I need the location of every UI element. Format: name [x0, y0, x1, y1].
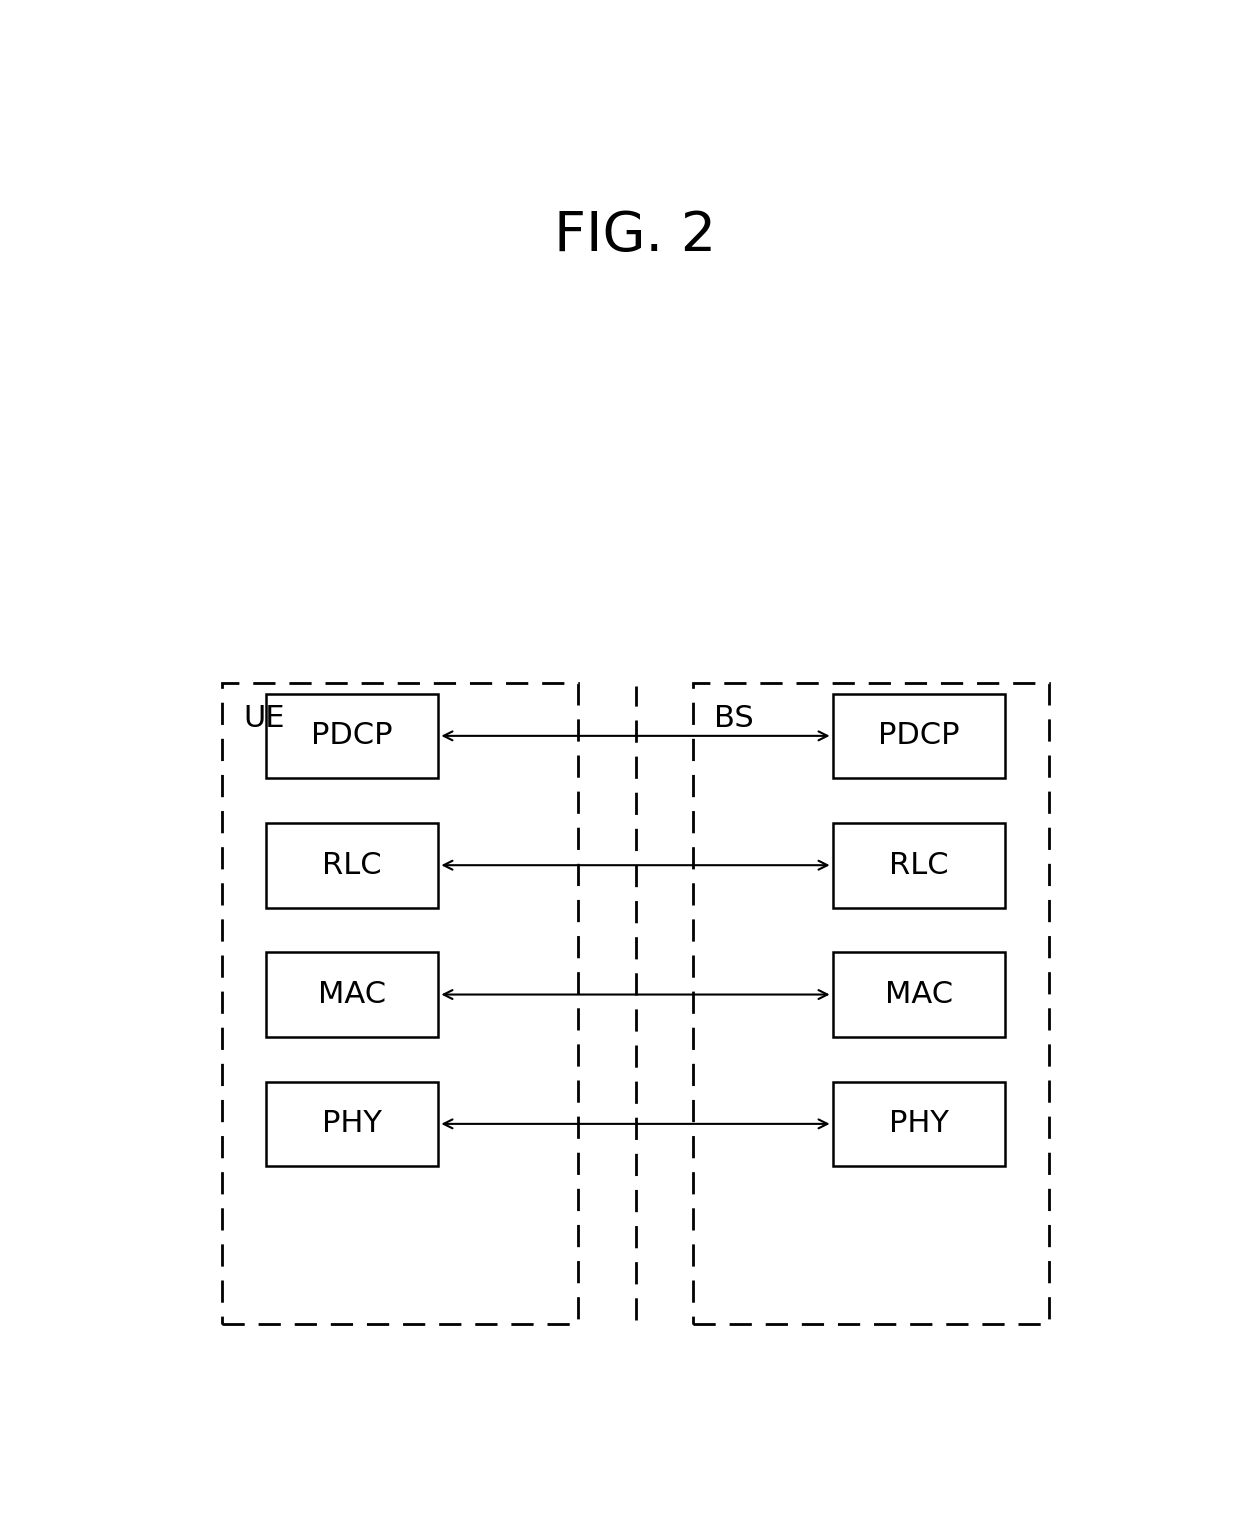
Text: PDCP: PDCP — [878, 721, 960, 750]
Bar — [265, 823, 439, 907]
Text: PHY: PHY — [322, 1110, 382, 1138]
Bar — [265, 693, 439, 779]
Text: FIG. 2: FIG. 2 — [554, 209, 717, 263]
Text: RLC: RLC — [322, 851, 382, 880]
Bar — [832, 823, 1006, 907]
Text: PDCP: PDCP — [311, 721, 393, 750]
Bar — [222, 683, 578, 1324]
Text: MAC: MAC — [885, 980, 954, 1009]
Bar — [832, 953, 1006, 1037]
Text: MAC: MAC — [317, 980, 386, 1009]
Bar — [832, 1081, 1006, 1167]
Bar — [832, 693, 1006, 779]
Bar — [265, 1081, 439, 1167]
Text: PHY: PHY — [889, 1110, 949, 1138]
Text: RLC: RLC — [889, 851, 949, 880]
Text: BS: BS — [714, 704, 754, 733]
Text: UE: UE — [243, 704, 285, 733]
Bar — [693, 683, 1049, 1324]
Bar — [265, 953, 439, 1037]
